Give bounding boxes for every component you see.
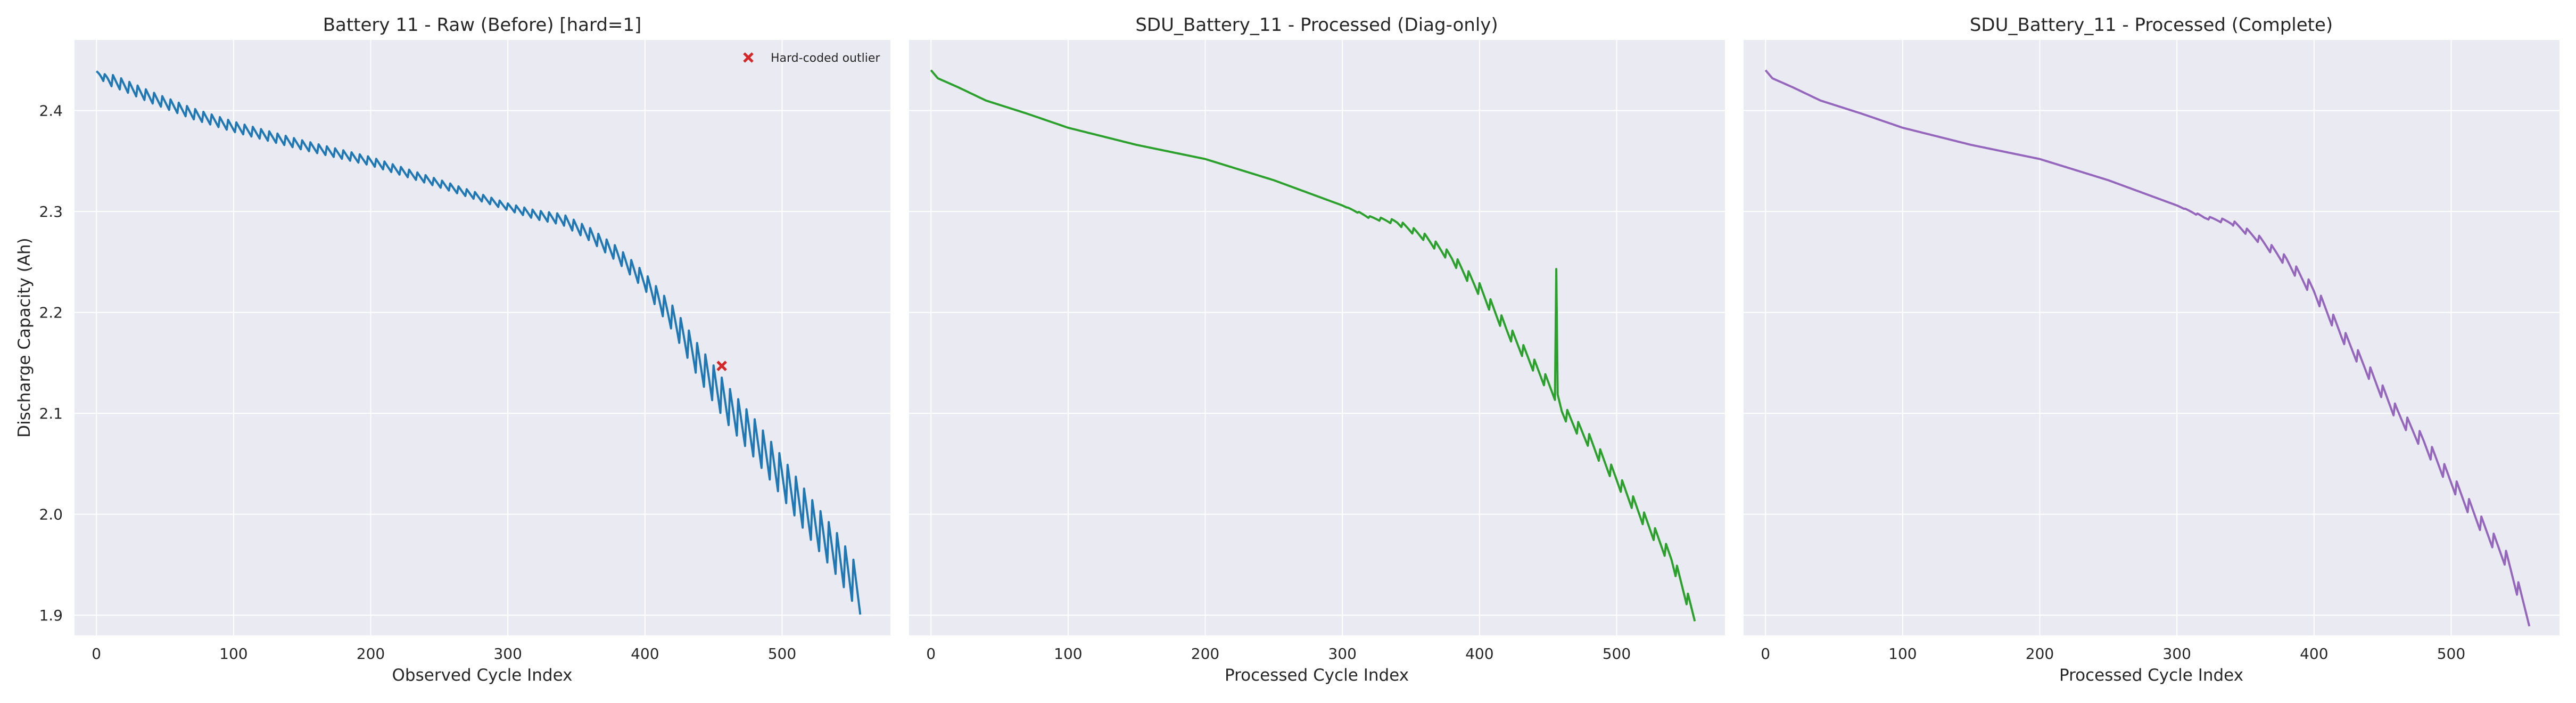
x-tick-label: 300	[2162, 645, 2191, 663]
x-tick-label: 100	[1054, 645, 1082, 663]
plot-area-complete	[1744, 40, 2560, 635]
panel-complete: 0 100 200 300 400 500 SDU_Battery_11 - Proces…	[1744, 14, 2560, 685]
x-tick-label: 500	[768, 645, 796, 663]
x-tick-label: 500	[1603, 645, 1631, 663]
x-tick-label: 0	[92, 645, 101, 663]
x-tick-label: 500	[2437, 645, 2465, 663]
outlier-marker	[716, 361, 727, 371]
panel-diag-only: 0 100 200 300 400 500 SDU_Battery_11 - Proces…	[909, 14, 1725, 685]
series-line	[930, 69, 1696, 622]
series-line	[1764, 69, 2531, 627]
x-tick-label: 300	[1328, 645, 1356, 663]
x-axis-label-diag-only: Processed Cycle Index	[1225, 666, 1409, 685]
chart-title-complete: SDU_Battery_11 - Processed (Complete)	[1970, 14, 2333, 36]
x-tick-label: 0	[1761, 645, 1770, 663]
x-tick-label: 300	[493, 645, 522, 663]
legend: Hard-coded outlier	[743, 52, 880, 65]
ticks-diag-only: 0 100 200 300 400 500	[926, 645, 1631, 663]
x-tick-label: 100	[1888, 645, 1917, 663]
x-tick-label: 200	[2026, 645, 2054, 663]
chart-title-raw: Battery 11 - Raw (Before) [hard=1]	[323, 14, 642, 36]
ticks-complete: 0 100 200 300 400 500	[1761, 645, 2465, 663]
y-tick-label: 2.4	[39, 102, 63, 120]
extras-raw	[716, 361, 727, 371]
grid-raw	[75, 40, 890, 635]
y-axis-label: Discharge Capacity (Ah)	[15, 238, 34, 438]
x-axis-label-complete: Processed Cycle Index	[2059, 666, 2243, 685]
x-tick-label: 100	[219, 645, 247, 663]
x-tick-label: 400	[2300, 645, 2328, 663]
x-axis-label-raw: Observed Cycle Index	[392, 666, 573, 685]
plot-area-raw	[75, 40, 890, 635]
series-diag-only	[930, 69, 1696, 622]
panel-raw: 0 100 200 300 400 500 1.9 2.0 2.1 2.2 2.3 2.4 Batte…	[15, 14, 890, 685]
grid-diag-only	[909, 40, 1725, 635]
y-tick-label: 2.0	[39, 506, 63, 524]
x-tick-label: 400	[631, 645, 659, 663]
x-tick-label: 400	[1465, 645, 1493, 663]
series-raw	[95, 70, 862, 615]
series-line	[95, 70, 862, 615]
series-complete	[1764, 69, 2531, 627]
y-tick-label: 2.3	[39, 203, 63, 220]
legend-label-outlier: Hard-coded outlier	[771, 52, 880, 65]
chart-title-diag-only: SDU_Battery_11 - Processed (Diag-only)	[1135, 14, 1498, 36]
x-tick-label: 200	[357, 645, 385, 663]
x-tick-label: 0	[926, 645, 936, 663]
x-tick-label: 200	[1191, 645, 1219, 663]
grid-complete	[1744, 40, 2560, 635]
ticks-raw: 0 100 200 300 400 500 1.9 2.0 2.1 2.2 2.3 2.4	[39, 102, 796, 663]
y-tick-label: 1.9	[39, 607, 63, 624]
y-tick-label: 2.1	[39, 405, 63, 422]
legend-marker-outlier	[743, 52, 754, 63]
y-tick-label: 2.2	[39, 304, 63, 322]
plot-area-diag-only	[909, 40, 1725, 635]
